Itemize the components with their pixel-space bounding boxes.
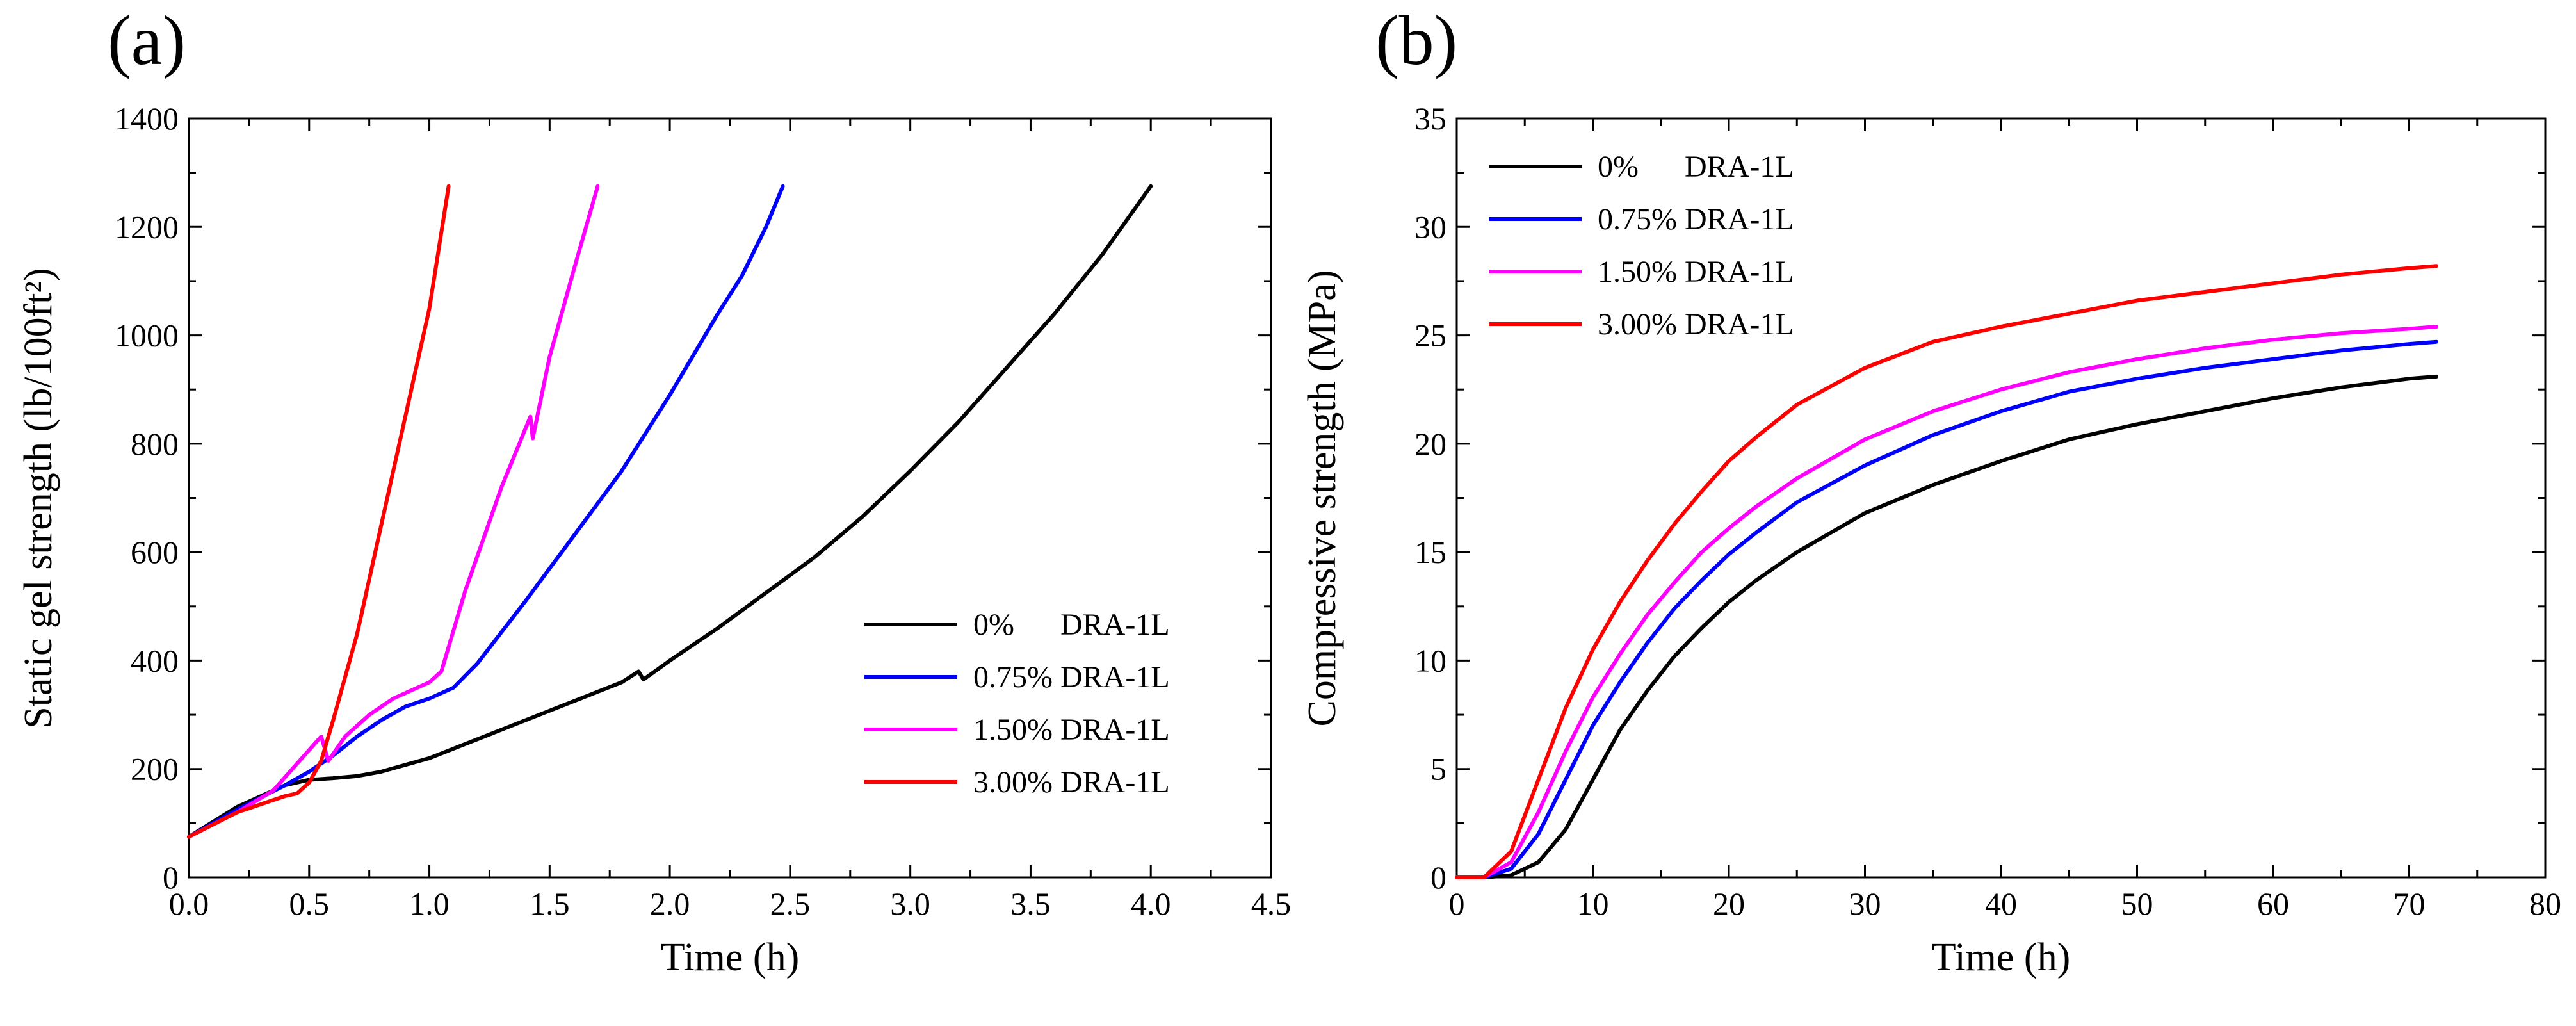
x-tick-label: 10 (1577, 886, 1609, 922)
x-tick-label: 50 (2121, 886, 2153, 922)
x-tick-label: 60 (2257, 886, 2289, 922)
y-tick-label: 25 (1414, 318, 1446, 354)
y-tick-label: 1000 (115, 318, 179, 354)
y-tick-label: 20 (1414, 426, 1446, 462)
panel-b-label: (b) (1375, 1, 1457, 79)
legend-label-1: 0.75% DRA-1L (1598, 202, 1794, 236)
series-line-3 (187, 184, 451, 839)
x-tick-label: 3.5 (1010, 886, 1051, 922)
y-tick-label: 400 (131, 642, 179, 678)
x-tick-label: 2.5 (770, 886, 811, 922)
x-tick-label: 4.5 (1251, 886, 1292, 922)
y-tick-label: 15 (1414, 534, 1446, 570)
x-tick-label: 1.5 (530, 886, 570, 922)
y-tick-label: 1200 (115, 209, 179, 245)
legend-label-1: 0.75% DRA-1L (973, 660, 1170, 694)
y-tick-label: 1400 (115, 101, 179, 136)
x-tick-label: 30 (1849, 886, 1881, 922)
plot-frame (188, 117, 1272, 879)
x-tick-label: 0 (1449, 886, 1465, 922)
x-tick-label: 1.0 (409, 886, 450, 922)
x-tick-label: 0.0 (169, 886, 209, 922)
y-tick-label: 35 (1414, 101, 1446, 136)
y-tick-label: 30 (1414, 209, 1446, 245)
y-axis-title: Compressive strength (MPa) (1300, 270, 1344, 727)
series-line-0 (1455, 374, 2438, 879)
series-line-2 (1455, 325, 2438, 879)
y-tick-label: 5 (1430, 751, 1446, 787)
legend-label-3: 3.00% DRA-1L (973, 765, 1170, 799)
series-line-1 (187, 184, 785, 839)
legend-label-0: 0% DRA-1L (1598, 150, 1794, 184)
series-line-3 (1455, 264, 2438, 879)
y-tick-label: 0 (163, 859, 179, 895)
x-axis-title: Time (h) (661, 936, 799, 979)
y-tick-label: 600 (131, 534, 179, 570)
x-tick-label: 40 (1985, 886, 2017, 922)
x-tick-label: 70 (2394, 886, 2426, 922)
panel-a-label: (a) (108, 1, 186, 79)
x-tick-label: 20 (1713, 886, 1745, 922)
panel-b: (b) 0 10 20 30 40 50 60 70 80 0 5 10 15 20 25 30 35 Time … (1300, 1, 2561, 979)
series-line-2 (187, 184, 600, 839)
legend-label-2: 1.50% DRA-1L (1598, 255, 1794, 289)
legend-label-0: 0% DRA-1L (973, 608, 1170, 642)
x-tick-label: 2.0 (650, 886, 690, 922)
x-tick-label: 80 (2529, 886, 2561, 922)
y-tick-label: 200 (131, 751, 179, 787)
legend-label-2: 1.50% DRA-1L (973, 713, 1170, 747)
series-line-1 (1455, 339, 2438, 879)
x-axis-title: Time (h) (1932, 936, 2070, 979)
series-line-0 (187, 184, 1153, 839)
y-tick-label: 10 (1414, 642, 1446, 678)
y-axis-title: Static gel strength (lb/100ft²) (17, 268, 60, 728)
x-tick-label: 3.0 (890, 886, 930, 922)
y-tick-label: 800 (131, 426, 179, 462)
legend-label-3: 3.00% DRA-1L (1598, 307, 1794, 341)
x-tick-label: 4.0 (1131, 886, 1171, 922)
x-tick-label: 0.5 (289, 886, 330, 922)
y-tick-label: 0 (1430, 859, 1446, 895)
panel-a: (a) 0.0 0.5 1.0 1.5 2.0 2.5 3.0 3.5 4.0 4.5 0 200 40… (17, 1, 1291, 979)
